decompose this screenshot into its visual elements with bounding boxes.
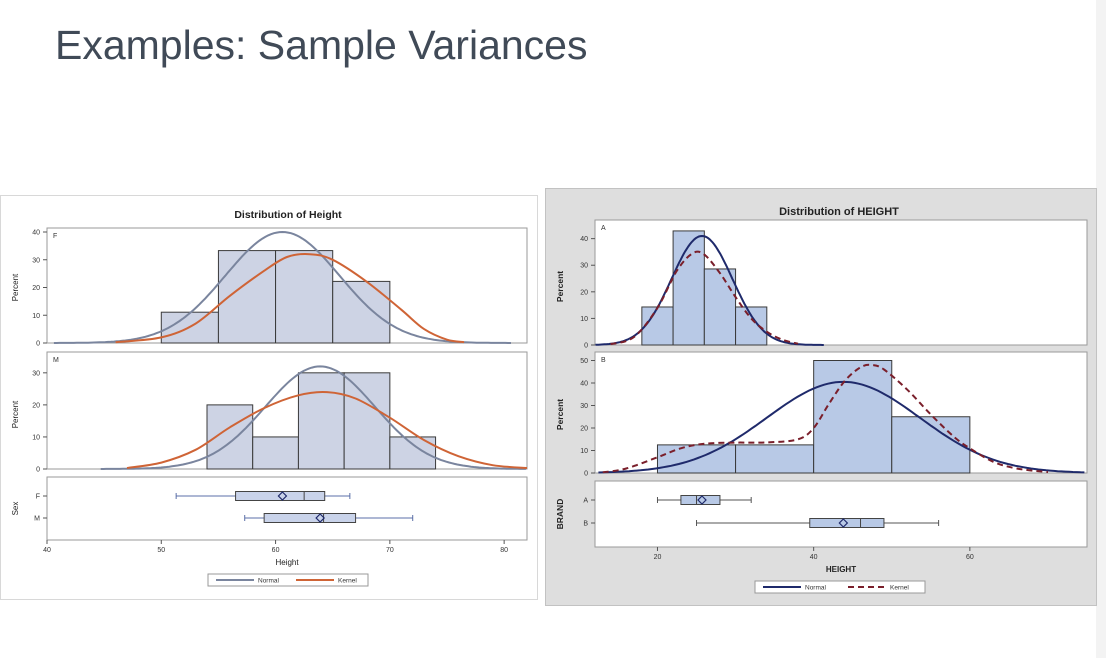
- normal-curve: [598, 380, 1085, 474]
- box-iqr: [680, 495, 721, 505]
- chart-distribution-of-height-brand: Distribution of HEIGHT A 0 10 20 30 40 Percent B…: [545, 188, 1097, 606]
- histogram-bar: [672, 230, 705, 346]
- histogram-bar: [735, 444, 815, 474]
- panel-group-label: B: [601, 357, 606, 364]
- y-tick-label: 30: [580, 263, 588, 270]
- histogram-bar: [343, 372, 391, 470]
- y-tick-label: 10: [32, 434, 40, 441]
- normal-curve: [53, 230, 511, 344]
- panel-group-label: F: [53, 233, 57, 240]
- histogram-bar: [641, 306, 674, 346]
- x-tick-label: 60: [272, 547, 280, 554]
- histogram-bar: [275, 250, 334, 344]
- y-tick-label: 40: [580, 381, 588, 388]
- y-tick-label: 40: [580, 236, 588, 243]
- legend-label-normal: Normal: [805, 585, 827, 592]
- class-axis-label: Sex: [11, 502, 20, 516]
- box-iqr: [263, 513, 357, 523]
- y-tick-label: 20: [580, 426, 588, 433]
- y-tick-label: 50: [580, 358, 588, 365]
- x-tick-label: 40: [43, 547, 51, 554]
- x-axis-label: HEIGHT: [826, 565, 856, 574]
- box-mean-marker: [838, 518, 849, 528]
- histogram-bar: [813, 360, 893, 474]
- y-tick-label: 40: [32, 230, 40, 237]
- legend-box: [207, 573, 369, 587]
- x-tick-label: 80: [500, 547, 508, 554]
- kernel-curve: [126, 390, 528, 469]
- chart-title: Distribution of Height: [234, 209, 342, 221]
- window-edge: [1096, 0, 1106, 658]
- y-tick-label: 0: [584, 471, 588, 478]
- legend-label-normal: Normal: [258, 578, 280, 585]
- y-tick-label: 30: [580, 403, 588, 410]
- boxplot-panel-frame: [46, 476, 528, 541]
- chart-title: Distribution of HEIGHT: [779, 206, 899, 218]
- y-tick-label: 10: [32, 313, 40, 320]
- boxplot-panel-frame: [594, 480, 1088, 548]
- histogram-bar: [735, 306, 768, 346]
- chart-distribution-of-height-sex: Distribution of Height F 0 10 20 30 40 Percent M…: [0, 195, 538, 600]
- x-tick-label: 60: [966, 554, 974, 561]
- box-iqr: [235, 491, 326, 501]
- legend-box: [754, 580, 926, 594]
- class-tick-label: B: [583, 521, 588, 528]
- kernel-curve: [602, 363, 1049, 474]
- class-axis-label: BRAND: [555, 499, 565, 530]
- histogram-bar: [252, 436, 299, 470]
- y-axis-label: Percent: [11, 400, 20, 428]
- class-tick-label: M: [34, 516, 40, 523]
- x-tick-label: 50: [157, 547, 165, 554]
- y-tick-label: 0: [36, 341, 40, 348]
- y-axis-label: Percent: [555, 399, 565, 430]
- y-tick-label: 20: [580, 289, 588, 296]
- y-tick-label: 10: [580, 316, 588, 323]
- class-tick-label: A: [583, 498, 588, 505]
- y-tick-label: 10: [580, 448, 588, 455]
- histogram-bar: [703, 268, 737, 346]
- panel-group-label: A: [601, 225, 606, 232]
- y-axis-label: Percent: [11, 273, 20, 301]
- y-tick-label: 20: [32, 402, 40, 409]
- y-tick-label: 0: [36, 467, 40, 474]
- slide-title: Examples: Sample Variances: [55, 22, 588, 68]
- histogram-bar: [297, 372, 345, 470]
- histogram-bar: [217, 250, 277, 344]
- y-tick-label: 0: [584, 343, 588, 350]
- legend-label-kernel: Kernel: [890, 585, 909, 592]
- box-mean-marker: [315, 513, 325, 523]
- y-tick-label: 30: [32, 257, 40, 264]
- kernel-curve: [610, 250, 799, 346]
- legend-label-kernel: Kernel: [338, 578, 357, 585]
- x-tick-label: 70: [386, 547, 394, 554]
- histogram-bar: [332, 280, 391, 344]
- box-mean-marker: [277, 491, 288, 501]
- x-tick-label: 20: [654, 554, 662, 561]
- class-tick-label: F: [36, 494, 40, 501]
- box-mean-marker: [697, 495, 707, 505]
- panel-group-label: M: [53, 357, 59, 364]
- x-tick-label: 40: [810, 554, 818, 561]
- y-tick-label: 20: [32, 285, 40, 292]
- y-tick-label: 30: [32, 370, 40, 377]
- normal-curve: [100, 365, 526, 470]
- y-axis-label: Percent: [555, 271, 565, 302]
- x-axis-label: Height: [275, 558, 299, 567]
- kernel-curve: [115, 253, 465, 344]
